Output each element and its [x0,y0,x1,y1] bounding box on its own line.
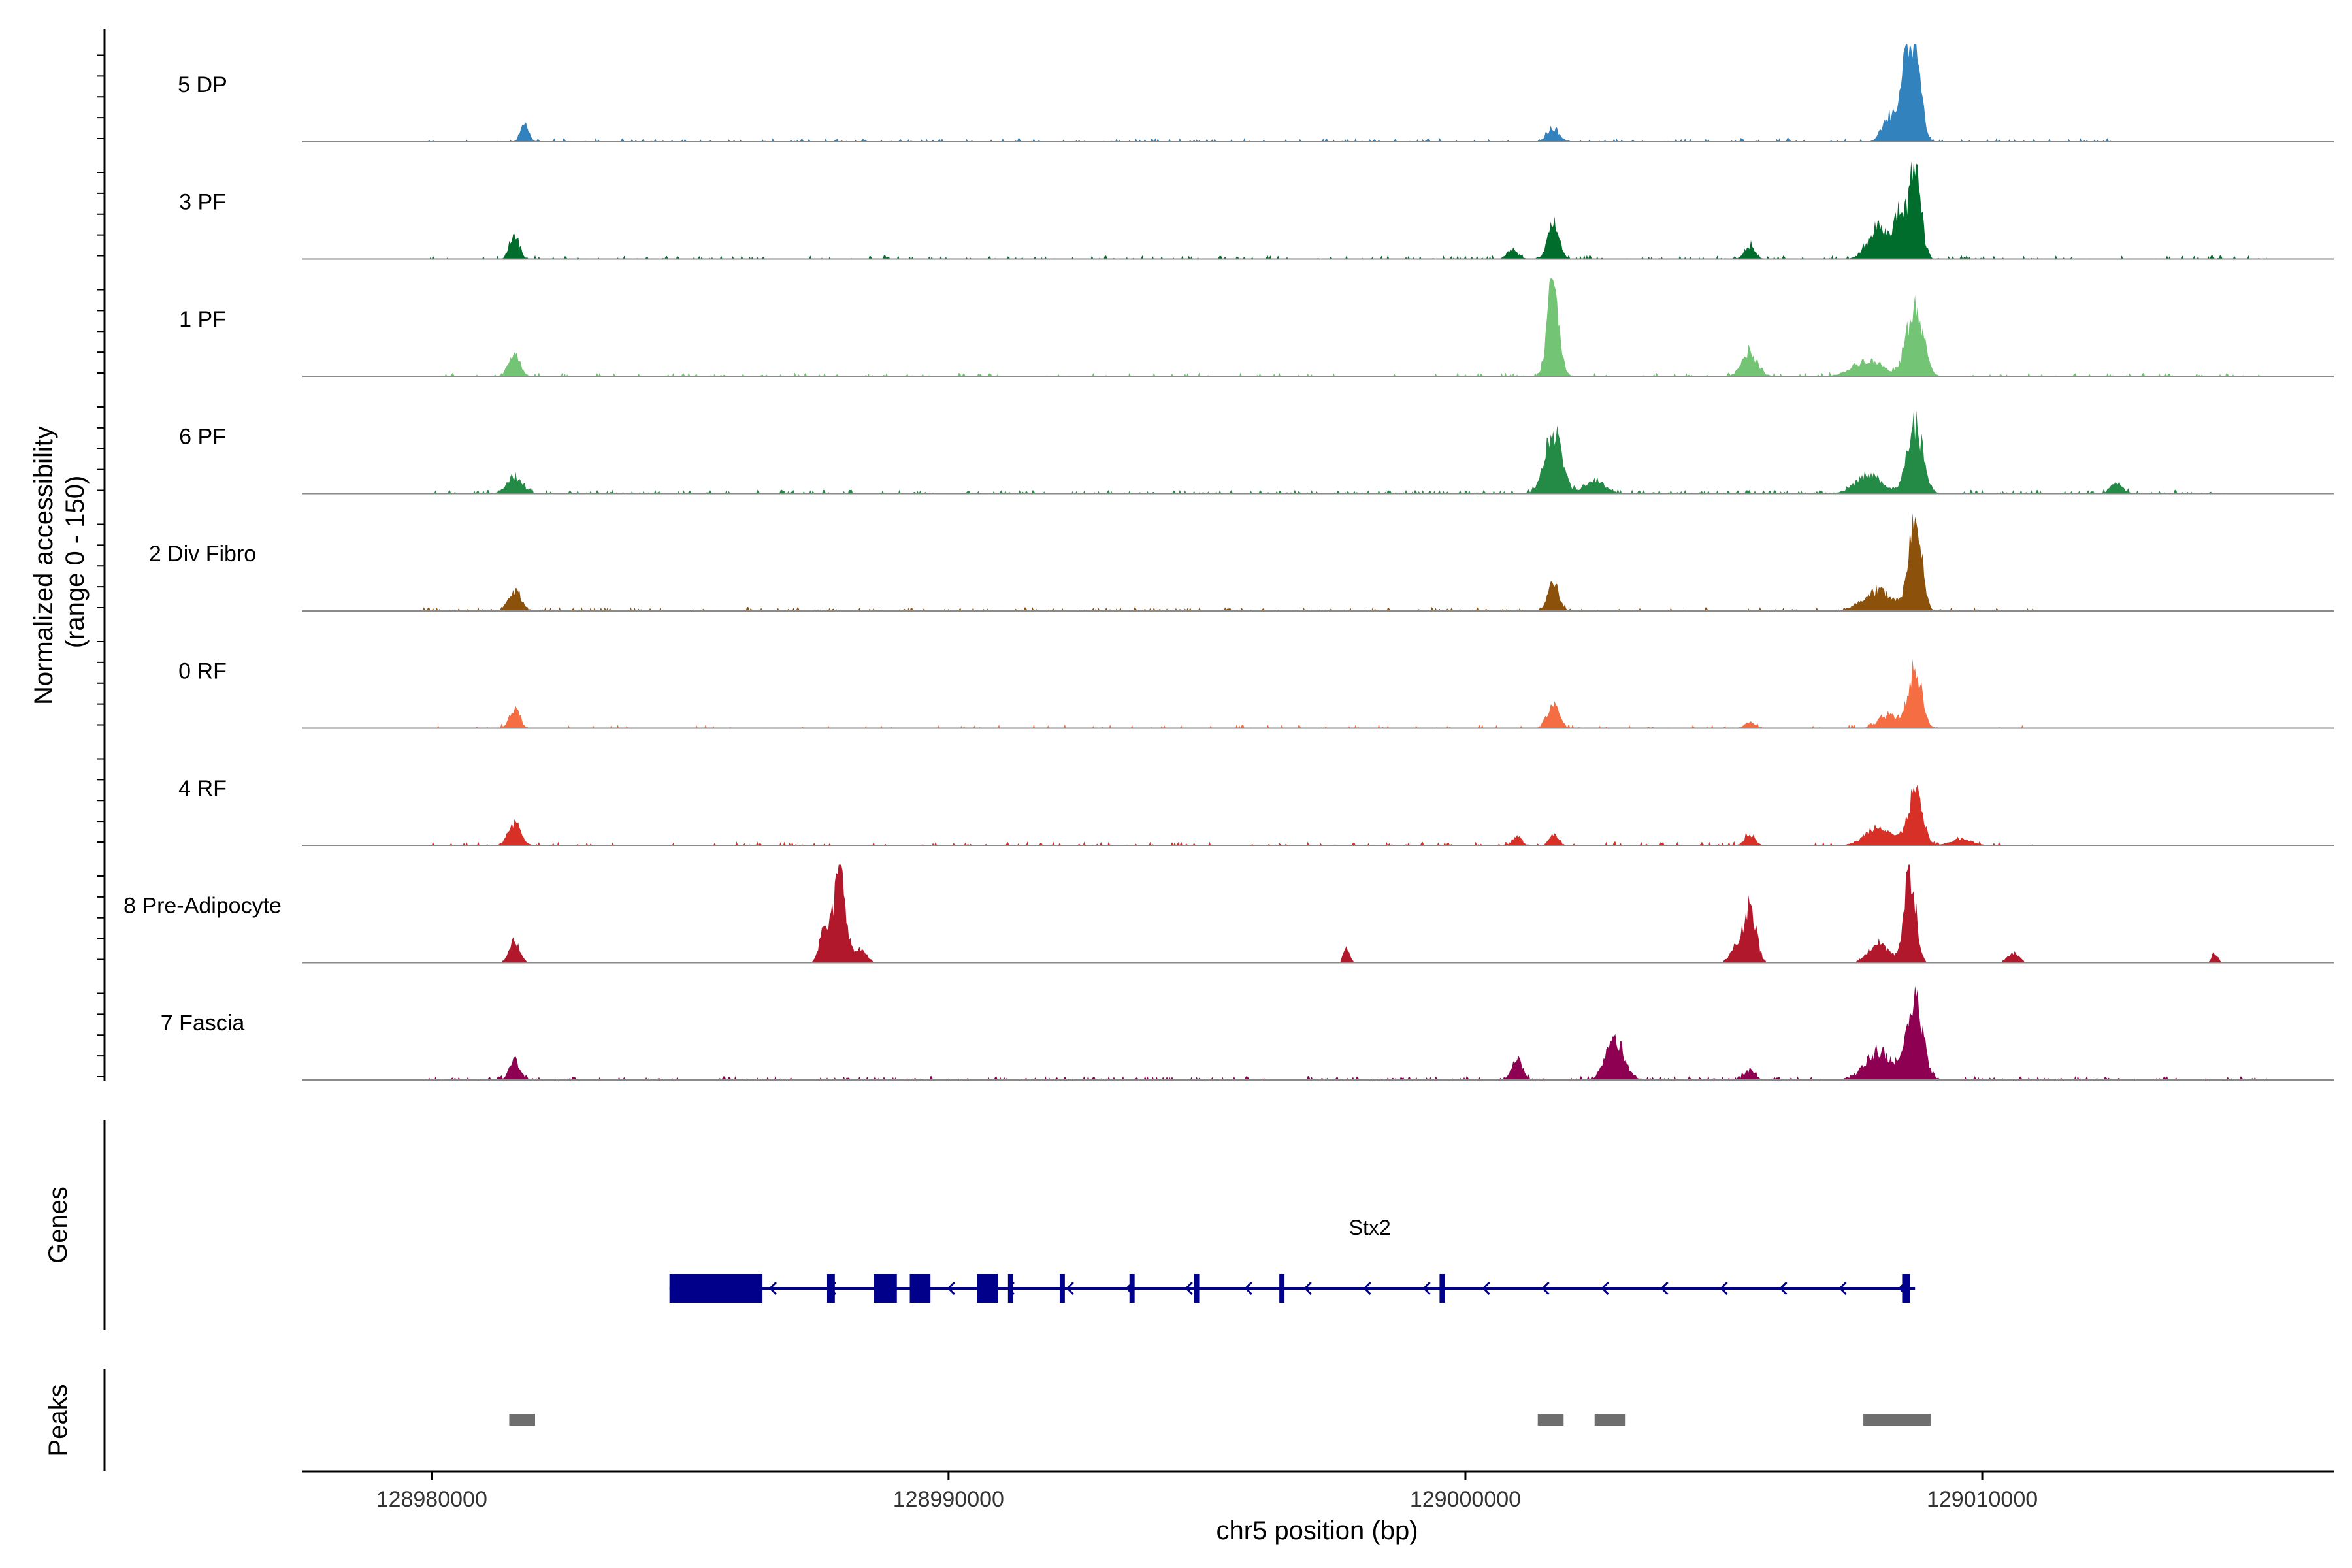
gene-exon [1059,1274,1065,1303]
track-label: 4 RF [178,776,227,801]
track-label: 5 DP [178,73,227,97]
x-tick-label: 129010000 [1927,1487,2038,1512]
coverage-y-ticks [97,54,105,1077]
strand-arrow [1541,1281,1550,1296]
strand-arrow [947,1281,955,1296]
gene-track: Stx2 [669,1216,1916,1303]
gene-exon [1194,1274,1200,1303]
gene-exon [1279,1274,1285,1303]
peak-region [1537,1414,1564,1426]
track-label: 1 PF [179,307,226,332]
track-signal-area [421,784,2034,845]
track-1-pf: 1 PF [179,278,2334,377]
x-tick-label: 128990000 [893,1487,1004,1512]
strand-arrow [1066,1281,1074,1296]
x-axis-ticks: 128980000 128990000 129000000 129010000 [376,1471,2038,1512]
peak-region [509,1414,535,1426]
strand-arrow [1601,1281,1609,1296]
gene-exon [874,1274,897,1303]
gene-exon [1129,1274,1135,1303]
y-axis-title: Normalized accessibility (range 0 - 150) [29,419,90,705]
gene-exon [1439,1274,1445,1303]
strand-arrow [1363,1281,1371,1296]
track-signal-area [431,864,2241,963]
track-2-div-fibro: 2 Div Fibro [149,513,2334,612]
track-0-rf: 0 RF [178,659,2334,729]
strand-arrow [1303,1281,1312,1296]
peak-region [1594,1414,1626,1426]
track-signal-area [421,410,2230,494]
peak-region [1863,1414,1931,1426]
track-signal-area [421,513,2034,611]
track-label: 6 PF [179,425,226,449]
track-7-fascia: 7 Fascia [161,985,2334,1081]
peaks-panel-title: Peaks [44,1384,73,1456]
track-5-dp: 5 DP [178,44,2334,142]
track-signal-area [421,659,2034,728]
gene-name-label: Stx2 [1349,1216,1391,1239]
strand-arrow [1660,1281,1669,1296]
track-label: 7 Fascia [161,1011,245,1036]
track-signal-area [421,985,2267,1080]
strand-arrow [1244,1281,1252,1296]
track-3-pf: 3 PF [179,161,2334,260]
track-label: 8 Pre-Adipocyte [123,894,282,919]
gene-exon [977,1274,998,1303]
track-6-pf: 6 PF [179,410,2334,495]
gene-exon [909,1274,931,1303]
track-signal-area [421,278,2267,376]
genes-panel-title: Genes [44,1186,73,1264]
coverage-tracks: 5 DP 3 PF 1 PF 6 PF 2 Div Fibro 0 RF 4 RF 8 Pre… [123,44,2334,1081]
strand-arrow [1779,1281,1788,1296]
track-label: 2 Div Fibro [149,542,256,566]
x-tick-label: 128980000 [376,1487,487,1512]
strand-arrow [1720,1281,1728,1296]
gene-exon [826,1274,835,1303]
track-label: 3 PF [179,190,226,215]
gene-exon [1007,1274,1013,1303]
y-axis-title-line2: (range 0 - 150) [61,476,90,649]
peak-regions-track [509,1414,1931,1426]
gene-exon [1902,1274,1910,1303]
track-8-pre-adipocyte: 8 Pre-Adipocyte [123,864,2334,964]
track-4-rf: 4 RF [178,776,2334,846]
strand-arrow [768,1281,777,1296]
track-signal-area [421,161,2267,259]
x-tick-label: 129000000 [1410,1487,1521,1512]
track-signal-area [421,44,2127,142]
gene-exon [669,1274,763,1303]
x-axis-title: chr5 position (bp) [1216,1516,1418,1545]
strand-arrow [1184,1281,1193,1296]
strand-arrow [1838,1281,1847,1296]
strand-arrow [1482,1281,1490,1296]
y-axis-title-line1: Normalized accessibility [29,426,58,705]
strand-arrow [1422,1281,1431,1296]
track-label: 0 RF [178,659,227,684]
